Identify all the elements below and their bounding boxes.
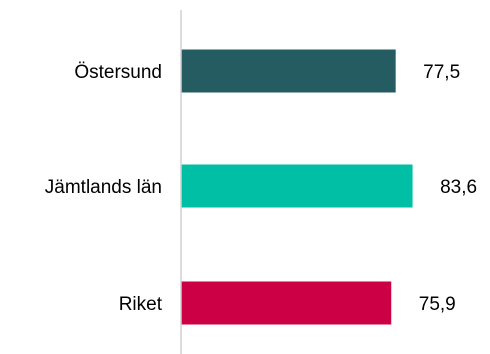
value-label: 77,5 <box>423 62 460 83</box>
bar-2 <box>181 281 392 325</box>
value-label: 83,6 <box>440 177 477 198</box>
category-labels: Östersund Jämtlands län Riket <box>45 62 163 315</box>
bar-1 <box>181 164 413 208</box>
value-labels: 77,5 83,6 75,9 <box>419 62 477 315</box>
category-label: Riket <box>119 294 163 315</box>
category-label: Östersund <box>74 62 162 83</box>
value-label: 75,9 <box>419 294 456 315</box>
category-label: Jämtlands län <box>45 177 162 198</box>
bars <box>181 49 413 325</box>
bar-0 <box>181 49 396 93</box>
